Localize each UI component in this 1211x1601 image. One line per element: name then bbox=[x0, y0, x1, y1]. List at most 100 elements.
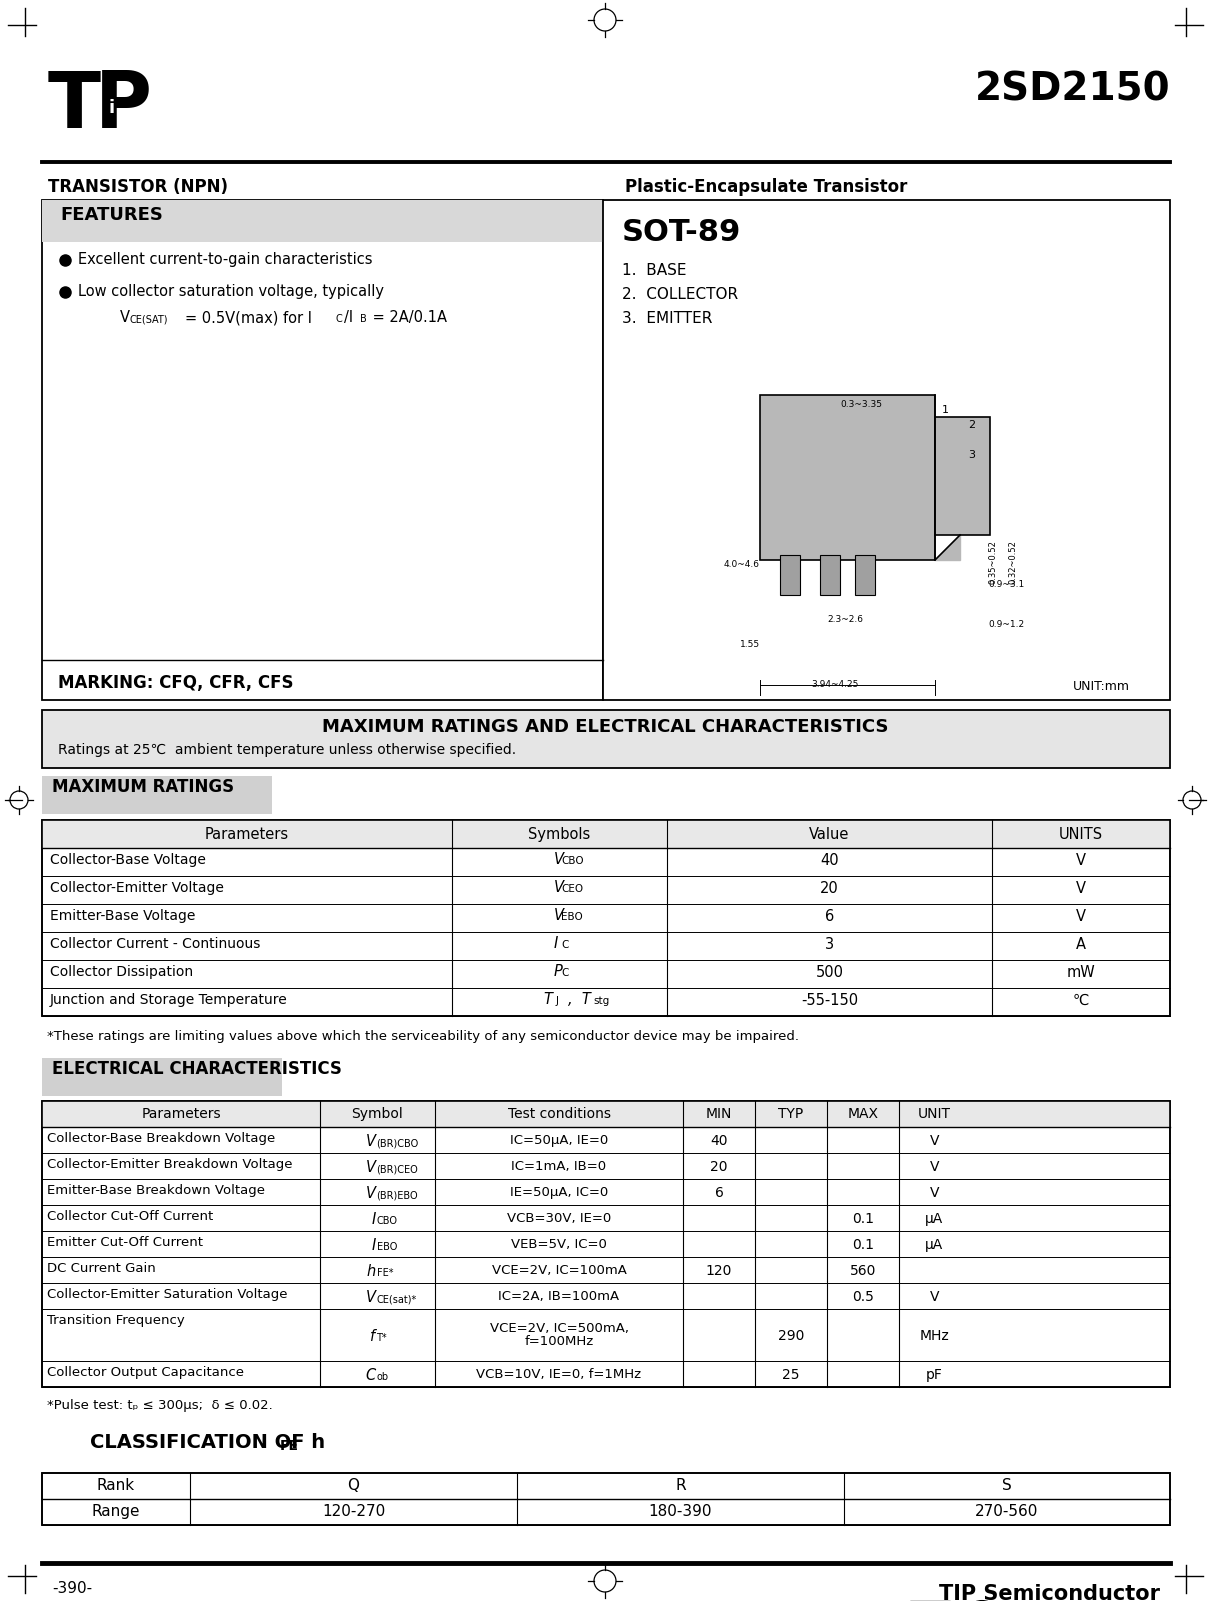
Bar bbox=[855, 556, 876, 596]
Text: CBO: CBO bbox=[377, 1217, 397, 1226]
Bar bbox=[42, 1473, 1170, 1526]
Text: B: B bbox=[360, 314, 367, 323]
Text: Emitter Cut-Off Current: Emitter Cut-Off Current bbox=[47, 1236, 203, 1249]
Text: 0.1: 0.1 bbox=[853, 1212, 874, 1226]
Text: CBO: CBO bbox=[561, 857, 584, 866]
Text: SOT-89: SOT-89 bbox=[622, 218, 741, 247]
Text: 270-560: 270-560 bbox=[975, 1503, 1039, 1519]
Text: I: I bbox=[371, 1212, 375, 1226]
Text: 3: 3 bbox=[968, 450, 975, 459]
Text: MHz: MHz bbox=[919, 1329, 949, 1343]
Text: Parameters: Parameters bbox=[142, 1106, 220, 1121]
Bar bbox=[820, 556, 840, 596]
Text: IC=1mA, IB=0: IC=1mA, IB=0 bbox=[511, 1159, 607, 1172]
Bar bbox=[42, 1101, 1170, 1386]
Text: 6: 6 bbox=[825, 909, 834, 924]
Text: CE(SAT): CE(SAT) bbox=[130, 314, 168, 323]
Text: TIP Semiconductor: TIP Semiconductor bbox=[939, 1583, 1160, 1601]
Text: UNIT:mm: UNIT:mm bbox=[1073, 680, 1130, 693]
Bar bbox=[761, 395, 935, 560]
Bar bbox=[42, 1101, 1170, 1386]
Text: μA: μA bbox=[925, 1212, 943, 1226]
Text: Emitter-Base Breakdown Voltage: Emitter-Base Breakdown Voltage bbox=[47, 1185, 265, 1198]
Text: VCB=30V, IE=0: VCB=30V, IE=0 bbox=[507, 1212, 612, 1225]
Text: Plastic-Encapsulate Transistor: Plastic-Encapsulate Transistor bbox=[625, 178, 907, 195]
Text: 40: 40 bbox=[710, 1134, 728, 1148]
Text: = 0.5V(max) for I: = 0.5V(max) for I bbox=[185, 311, 312, 325]
Text: ELECTRICAL CHARACTERISTICS: ELECTRICAL CHARACTERISTICS bbox=[52, 1060, 342, 1077]
Bar bbox=[42, 776, 272, 813]
Text: 120-270: 120-270 bbox=[322, 1503, 385, 1519]
Text: VCE=2V, IC=100mA: VCE=2V, IC=100mA bbox=[492, 1263, 626, 1276]
Text: 3.94~4.25: 3.94~4.25 bbox=[811, 680, 859, 688]
Text: V: V bbox=[553, 908, 564, 924]
Text: J: J bbox=[556, 996, 558, 1005]
Text: 20: 20 bbox=[820, 881, 839, 897]
Text: UNITS: UNITS bbox=[1058, 828, 1103, 842]
Text: V: V bbox=[930, 1290, 940, 1303]
Text: CLASSIFICATION OF h: CLASSIFICATION OF h bbox=[90, 1433, 325, 1452]
Text: 1: 1 bbox=[942, 405, 949, 415]
Text: V: V bbox=[366, 1290, 375, 1305]
Text: C: C bbox=[366, 1367, 375, 1383]
Text: 500: 500 bbox=[815, 965, 844, 980]
Text: ℃: ℃ bbox=[1073, 993, 1089, 1009]
Text: C: C bbox=[335, 314, 342, 323]
Text: V: V bbox=[366, 1134, 375, 1150]
Text: *Pulse test: tₚ ≤ 300μs;  δ ≤ 0.02.: *Pulse test: tₚ ≤ 300μs; δ ≤ 0.02. bbox=[47, 1399, 272, 1412]
Text: T: T bbox=[543, 993, 552, 1007]
Text: I: I bbox=[553, 937, 558, 951]
Bar bbox=[42, 1101, 1170, 1127]
Bar bbox=[42, 709, 1170, 768]
Text: 1.  BASE: 1. BASE bbox=[622, 263, 687, 279]
Text: TYP: TYP bbox=[779, 1106, 804, 1121]
Text: 0.35~0.52: 0.35~0.52 bbox=[988, 540, 997, 584]
Bar bbox=[42, 1473, 1170, 1526]
Text: 120: 120 bbox=[706, 1265, 733, 1278]
Text: C: C bbox=[561, 940, 568, 949]
Text: FEATURES: FEATURES bbox=[61, 207, 162, 224]
Text: ob: ob bbox=[377, 1372, 389, 1382]
Text: DC Current Gain: DC Current Gain bbox=[47, 1262, 156, 1274]
Text: 0.1: 0.1 bbox=[853, 1238, 874, 1252]
Bar bbox=[42, 200, 603, 242]
Text: 0.5: 0.5 bbox=[853, 1290, 874, 1303]
Text: IC=2A, IB=100mA: IC=2A, IB=100mA bbox=[499, 1289, 620, 1303]
Text: CE(sat)*: CE(sat)* bbox=[377, 1294, 417, 1303]
Text: -390-: -390- bbox=[52, 1582, 92, 1596]
Text: 560: 560 bbox=[850, 1265, 877, 1278]
Text: VCB=10V, IE=0, f=1MHz: VCB=10V, IE=0, f=1MHz bbox=[476, 1367, 642, 1380]
Text: MAXIMUM RATINGS: MAXIMUM RATINGS bbox=[52, 778, 234, 796]
Text: Collector-Base Breakdown Voltage: Collector-Base Breakdown Voltage bbox=[47, 1132, 275, 1145]
Bar bbox=[42, 200, 603, 700]
Text: 0.32~0.52: 0.32~0.52 bbox=[1008, 540, 1017, 584]
Text: IC=50μA, IE=0: IC=50μA, IE=0 bbox=[510, 1134, 608, 1146]
Text: 2.  COLLECTOR: 2. COLLECTOR bbox=[622, 287, 739, 303]
Text: 4.0~4.6: 4.0~4.6 bbox=[724, 560, 761, 568]
Text: stg: stg bbox=[593, 996, 610, 1005]
Text: 2SD2150: 2SD2150 bbox=[975, 70, 1170, 107]
Text: 20: 20 bbox=[710, 1161, 728, 1174]
Text: V: V bbox=[553, 852, 564, 868]
Polygon shape bbox=[935, 535, 960, 560]
Text: Collector Output Capacitance: Collector Output Capacitance bbox=[47, 1366, 243, 1378]
Text: 3: 3 bbox=[825, 937, 834, 953]
Text: μA: μA bbox=[925, 1238, 943, 1252]
Text: V: V bbox=[1077, 853, 1086, 868]
Text: pF: pF bbox=[926, 1367, 943, 1382]
Text: V: V bbox=[930, 1161, 940, 1174]
Text: Ratings at 25℃  ambient temperature unless otherwise specified.: Ratings at 25℃ ambient temperature unles… bbox=[58, 743, 516, 757]
Text: V: V bbox=[930, 1134, 940, 1148]
Text: Low collector saturation voltage, typically: Low collector saturation voltage, typica… bbox=[78, 283, 384, 299]
Text: V: V bbox=[553, 881, 564, 895]
Text: Symbols: Symbols bbox=[528, 828, 591, 842]
Text: TRANSISTOR (NPN): TRANSISTOR (NPN) bbox=[48, 178, 228, 195]
Text: VEB=5V, IC=0: VEB=5V, IC=0 bbox=[511, 1238, 607, 1250]
Text: Collector-Base Voltage: Collector-Base Voltage bbox=[50, 853, 206, 868]
Text: MARKING: CFQ, CFR, CFS: MARKING: CFQ, CFR, CFS bbox=[58, 674, 293, 692]
Text: Collector-Emitter Breakdown Voltage: Collector-Emitter Breakdown Voltage bbox=[47, 1158, 293, 1170]
Text: f=100MHz: f=100MHz bbox=[524, 1335, 593, 1348]
Text: S: S bbox=[1003, 1478, 1012, 1494]
Text: V: V bbox=[120, 311, 130, 325]
Text: C: C bbox=[561, 969, 568, 978]
